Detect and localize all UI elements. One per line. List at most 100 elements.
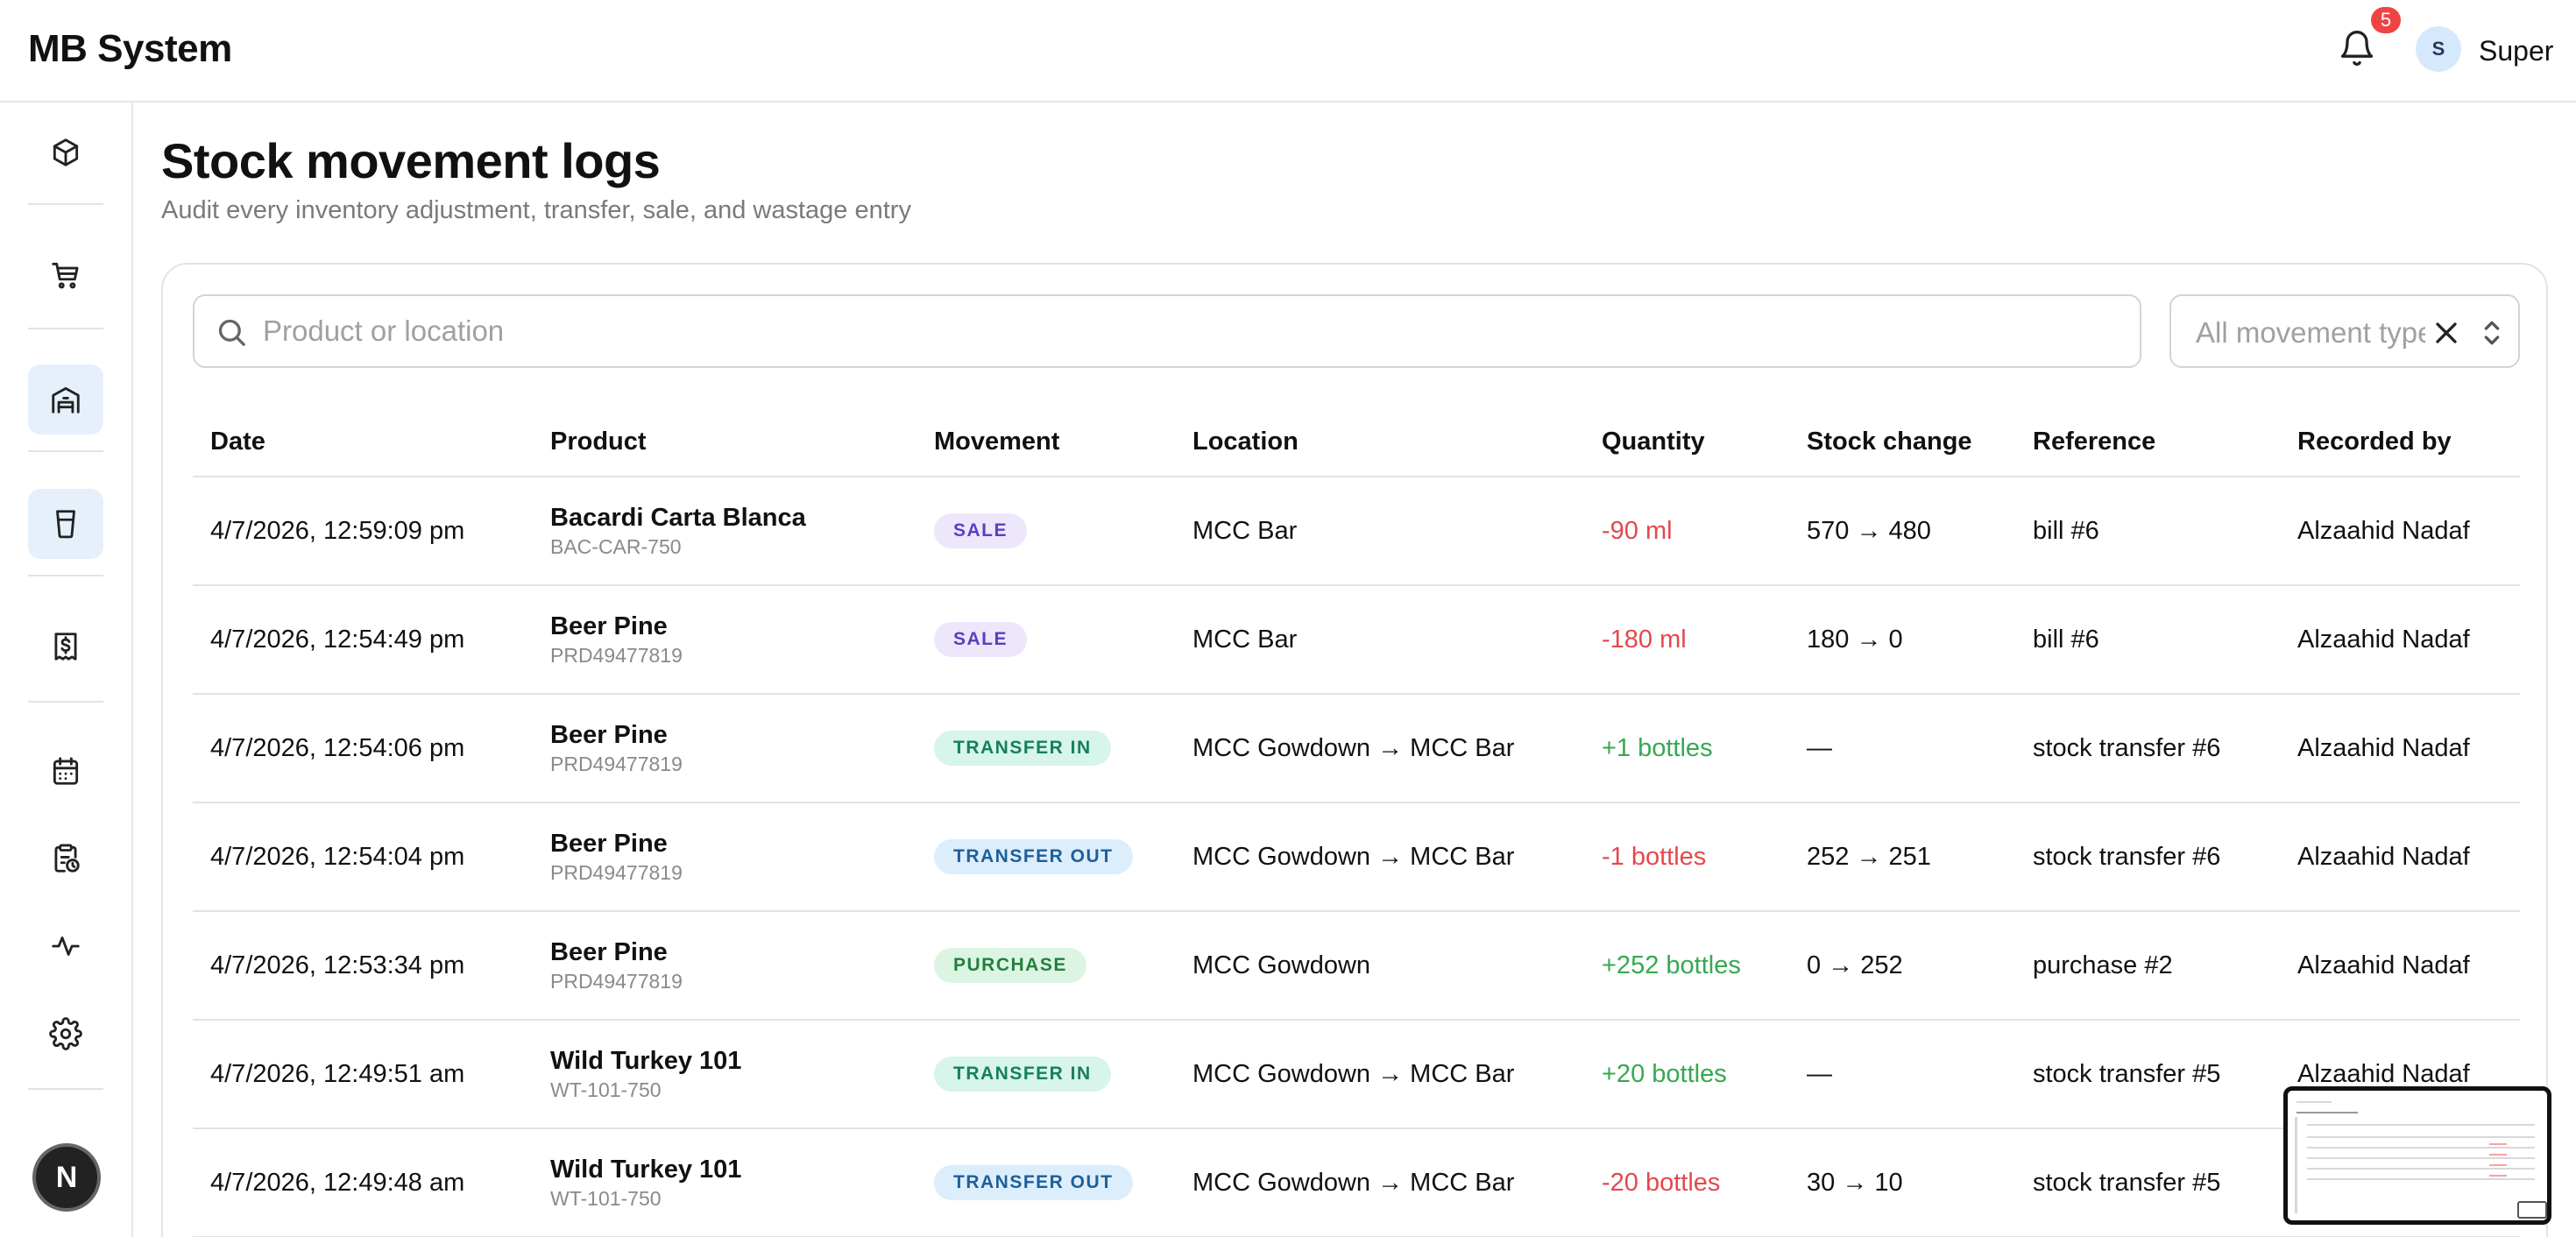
location-cell: MCC Gowdown → MCC Bar xyxy=(1175,1128,1584,1237)
sidebar: N xyxy=(0,102,133,1237)
product-cell: Bacardi Carta Blanca BAC-CAR-750 xyxy=(533,477,916,586)
product-name: Beer Pine xyxy=(550,612,668,640)
col-stock-change-header: Stock change xyxy=(1789,408,2015,477)
movement-cell: TRANSFER OUT xyxy=(916,1128,1175,1237)
sidebar-item-activity[interactable] xyxy=(28,911,103,981)
quantity-cell: -1 bottles xyxy=(1584,802,1789,912)
table-row[interactable]: 4/7/2026, 12:54:49 pm Beer Pine PRD4947781… xyxy=(193,585,2520,695)
quantity-cell: +252 bottles xyxy=(1584,911,1789,1021)
table-row[interactable]: 4/7/2026, 12:49:51 am Wild Turkey 101 WT-1… xyxy=(193,1020,2520,1129)
sidebar-item-products[interactable] xyxy=(28,117,103,187)
stock-change-cell: 180 → 0 xyxy=(1789,585,2015,695)
col-recorded-by-header: Recorded by xyxy=(2280,408,2520,477)
product-name: Wild Turkey 101 xyxy=(550,1156,742,1184)
reference-cell: purchase #2 xyxy=(2015,911,2280,1021)
movement-cell: PURCHASE xyxy=(916,911,1175,1021)
sidebar-divider xyxy=(28,203,103,205)
recorded-by-cell: Alzaahid Nadaf xyxy=(2280,802,2520,912)
movement-type-select[interactable]: All movement types xyxy=(2169,294,2520,368)
table-row[interactable]: 4/7/2026, 12:54:06 pm Beer Pine PRD4947781… xyxy=(193,694,2520,803)
sidebar-item-warehouse[interactable] xyxy=(28,364,103,435)
location-cell: MCC Bar xyxy=(1175,477,1584,586)
location-cell: MCC Gowdown → MCC Bar xyxy=(1175,802,1584,912)
close-icon[interactable] xyxy=(2429,315,2464,350)
movement-type-placeholder: All movement types xyxy=(2196,316,2425,349)
clipboard-clock-icon xyxy=(54,844,80,873)
movement-cell: SALE xyxy=(916,585,1175,695)
stock-movement-table: Date Product Movement Location Quantity Stock… xyxy=(193,408,2520,1237)
sidebar-item-billing[interactable] xyxy=(28,611,103,682)
date-cell: 4/7/2026, 12:53:34 pm xyxy=(193,911,533,1021)
col-movement-header: Movement xyxy=(916,408,1175,477)
chevron-up-down-icon[interactable] xyxy=(2474,315,2509,350)
movement-cell: TRANSFER OUT xyxy=(916,802,1175,912)
cup-icon xyxy=(56,510,75,539)
table-row[interactable]: 4/7/2026, 12:49:48 am Wild Turkey 101 WT-1… xyxy=(193,1128,2520,1237)
sidebar-item-bar[interactable] xyxy=(28,489,103,559)
quantity-cell: -90 ml xyxy=(1584,477,1789,586)
product-cell: Wild Turkey 101 WT-101-750 xyxy=(533,1128,916,1237)
table-row[interactable]: 4/7/2026, 12:54:04 pm Beer Pine PRD4947781… xyxy=(193,802,2520,912)
quantity-cell: -20 bottles xyxy=(1584,1128,1789,1237)
product-name: Bacardi Carta Blanca xyxy=(550,504,806,532)
stock-change-cell: 252 → 251 xyxy=(1789,802,2015,912)
notification-count-badge: 5 xyxy=(2371,7,2401,33)
movement-cell: TRANSFER IN xyxy=(916,694,1175,803)
date-cell: 4/7/2026, 12:59:09 pm xyxy=(193,477,533,586)
product-sku: PRD49477819 xyxy=(550,970,683,993)
notifications-bell-icon[interactable] xyxy=(2338,29,2376,67)
search-box[interactable] xyxy=(193,294,2141,368)
reference-cell: stock transfer #6 xyxy=(2015,802,2280,912)
screen-preview-thumbnail[interactable] xyxy=(2283,1086,2551,1225)
table-row[interactable]: 4/7/2026, 12:59:09 pm Bacardi Carta Blanc… xyxy=(193,477,2520,586)
sidebar-item-reports[interactable] xyxy=(28,823,103,894)
box-icon xyxy=(53,138,79,166)
stock-change-cell: 570 → 480 xyxy=(1789,477,2015,586)
movement-badge: SALE xyxy=(934,622,1028,657)
sidebar-divider xyxy=(28,450,103,452)
product-cell: Beer Pine PRD49477819 xyxy=(533,911,916,1021)
stock-change-cell: — xyxy=(1789,694,2015,803)
quantity-cell: +20 bottles xyxy=(1584,1020,1789,1129)
col-product-header: Product xyxy=(533,408,916,477)
location-cell: MCC Gowdown → MCC Bar xyxy=(1175,694,1584,803)
reference-cell: bill #6 xyxy=(2015,477,2280,586)
product-name: Beer Pine xyxy=(550,938,668,966)
settings-icon xyxy=(49,1017,82,1050)
stock-change-cell: 0 → 252 xyxy=(1789,911,2015,1021)
product-name: Beer Pine xyxy=(550,721,668,749)
col-location-header: Location xyxy=(1175,408,1584,477)
date-cell: 4/7/2026, 12:49:51 am xyxy=(193,1020,533,1129)
reference-cell: stock transfer #5 xyxy=(2015,1128,2280,1237)
date-cell: 4/7/2026, 12:54:04 pm xyxy=(193,802,533,912)
movement-badge: TRANSFER OUT xyxy=(934,839,1133,874)
product-cell: Beer Pine PRD49477819 xyxy=(533,694,916,803)
search-input[interactable] xyxy=(263,305,2120,357)
table-header-row: Date Product Movement Location Quantity Stock… xyxy=(193,408,2520,477)
recorded-by-cell: Alzaahid Nadaf xyxy=(2280,477,2520,586)
table-row[interactable]: 4/7/2026, 12:53:34 pm Beer Pine PRD4947781… xyxy=(193,911,2520,1021)
sidebar-item-settings[interactable] xyxy=(28,999,103,1069)
page-title: Stock movement logs xyxy=(161,133,661,188)
warehouse-icon xyxy=(52,386,80,414)
sidebar-divider xyxy=(28,1088,103,1090)
sidebar-item-purchases[interactable] xyxy=(28,240,103,310)
account-avatar[interactable]: N xyxy=(32,1143,101,1212)
col-quantity-header: Quantity xyxy=(1584,408,1789,477)
movement-cell: TRANSFER IN xyxy=(916,1020,1175,1129)
date-cell: 4/7/2026, 12:54:06 pm xyxy=(193,694,533,803)
location-cell: MCC Bar xyxy=(1175,585,1584,695)
recorded-by-cell: Alzaahid Nadaf xyxy=(2280,585,2520,695)
movement-badge: PURCHASE xyxy=(934,948,1086,983)
sidebar-divider xyxy=(28,328,103,329)
user-name[interactable]: Super xyxy=(2479,35,2554,67)
product-sku: PRD49477819 xyxy=(550,644,683,667)
app-title: MB System xyxy=(28,27,232,70)
date-cell: 4/7/2026, 12:49:48 am xyxy=(193,1128,533,1237)
product-sku: PRD49477819 xyxy=(550,753,683,775)
reference-cell: bill #6 xyxy=(2015,585,2280,695)
user-avatar[interactable]: S xyxy=(2416,26,2461,72)
stock-change-cell: — xyxy=(1789,1020,2015,1129)
recorded-by-cell: Alzaahid Nadaf xyxy=(2280,911,2520,1021)
sidebar-item-calendar[interactable] xyxy=(28,736,103,806)
